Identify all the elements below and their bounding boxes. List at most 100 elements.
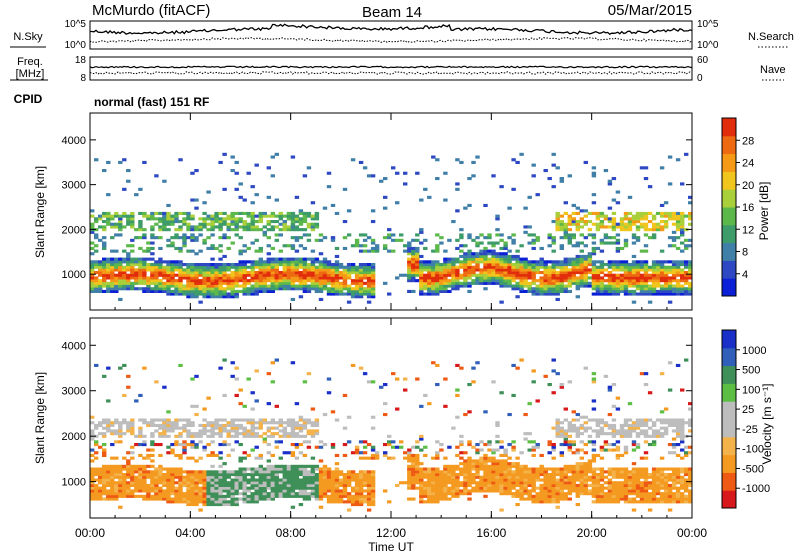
power-cell (635, 279, 641, 283)
power-cell (106, 268, 111, 272)
velocity-cell (146, 456, 151, 460)
power-cell (102, 273, 107, 277)
power-cell (266, 220, 271, 224)
velocity-cell (246, 481, 251, 485)
power-cell (587, 284, 593, 288)
velocity-cell (162, 475, 167, 479)
power-cell (242, 198, 247, 202)
velocity-cell (603, 443, 609, 447)
velocity-cell (515, 467, 520, 471)
velocity-cell (270, 483, 275, 487)
velocity-cell (595, 473, 601, 477)
power-cell (194, 292, 199, 296)
power-cell (310, 217, 316, 221)
velocity-cell (627, 418, 633, 422)
velocity-cell (415, 481, 420, 485)
power-cell (471, 260, 476, 264)
power-cell (294, 225, 300, 229)
power-cell (294, 263, 300, 267)
power-cell (631, 281, 637, 285)
velocity-cell (270, 497, 275, 501)
power-cell (387, 236, 392, 240)
velocity-cell (551, 489, 556, 493)
velocity-heatmap-cells (90, 358, 693, 512)
velocity-cell (162, 418, 167, 422)
velocity-cell (467, 467, 472, 471)
power-cell (278, 217, 283, 221)
power-cell (555, 273, 560, 277)
velocity-cell (302, 434, 308, 438)
power-cell (314, 268, 320, 272)
power-cell (627, 263, 633, 267)
power-cell (318, 281, 324, 285)
velocity-cell (174, 473, 179, 477)
power-cell (411, 289, 416, 293)
velocity-cell (511, 494, 516, 498)
power-cell (443, 287, 448, 291)
velocity-cell (615, 407, 621, 411)
velocity-cell (178, 467, 183, 471)
velocity-cell (555, 497, 560, 501)
power-cell (118, 297, 123, 301)
velocity-cell (170, 492, 175, 496)
velocity-cell (314, 464, 320, 468)
power-cell (322, 281, 328, 285)
velocity-cell (603, 432, 609, 436)
velocity-cell (146, 494, 151, 498)
power-cell (543, 287, 548, 291)
power-cell (126, 214, 131, 218)
velocity-cell (194, 486, 199, 490)
power-cell (186, 273, 191, 277)
velocity-cell (198, 456, 203, 460)
power-cell (659, 220, 665, 224)
power-cell (218, 276, 223, 280)
power-cell (274, 238, 279, 242)
velocity-cell (467, 470, 472, 474)
cpid-label: CPID (14, 92, 43, 106)
power-cell (194, 198, 199, 202)
power-cell (487, 268, 492, 272)
velocity-cell (370, 473, 376, 477)
velocity-cell (615, 475, 621, 479)
velocity-cell (615, 470, 621, 474)
power-cell (298, 279, 304, 283)
noise-search-label: N.Search (748, 31, 794, 43)
power-cell (567, 263, 572, 267)
velocity-cell (306, 429, 312, 433)
power-cell (134, 276, 139, 280)
power-cell (290, 211, 296, 215)
power-cell (234, 268, 239, 272)
velocity-cell (94, 483, 99, 487)
velocity-cell (366, 481, 372, 485)
velocity-cell (459, 456, 464, 460)
power-cell (210, 281, 215, 285)
power-cell (431, 289, 436, 293)
velocity-cell (431, 489, 436, 493)
power-cell (238, 273, 243, 277)
velocity-cell (370, 500, 376, 504)
power-cell (611, 241, 617, 245)
power-cell (555, 211, 560, 215)
velocity-cell (306, 418, 312, 422)
power-cell (158, 257, 163, 261)
power-cell (202, 289, 207, 293)
power-cell (475, 252, 480, 256)
power-cell (342, 284, 348, 288)
velocity-cell (210, 492, 215, 496)
power-cell (615, 273, 621, 277)
power-cell (407, 257, 412, 261)
power-cell (655, 260, 661, 264)
power-cell (298, 271, 304, 275)
power-cell (258, 257, 263, 261)
velocity-cell (587, 440, 593, 444)
velocity-cell (198, 500, 203, 504)
power-cell (250, 263, 255, 267)
velocity-cell (154, 429, 159, 433)
power-cell (110, 271, 115, 275)
power-cell (531, 281, 536, 285)
velocity-cell (535, 475, 540, 479)
velocity-cell (595, 421, 601, 425)
velocity-cell (126, 473, 131, 477)
velocity-cell (611, 383, 617, 387)
velocity-cell (302, 464, 308, 468)
